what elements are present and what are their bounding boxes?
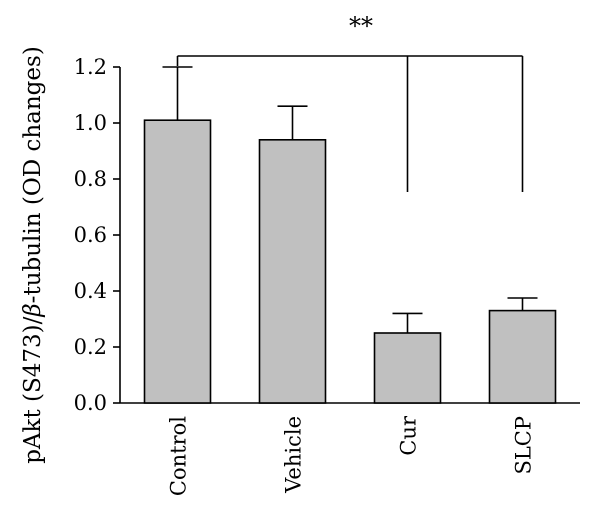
bar [373, 332, 442, 404]
y-axis: 0.0 0.2 0.4 0.6 0.8 1.0 1.2 [74, 55, 121, 415]
y-axis-title-part-1: pAkt (S473)/ [20, 316, 46, 463]
bar [258, 139, 327, 404]
y-tick-label: 1.2 [74, 55, 107, 79]
y-tick-label: 1.0 [74, 111, 107, 135]
y-axis-title: pAkt (S473)/β-tubulin (OD changes) [20, 46, 46, 464]
bar [143, 119, 212, 404]
y-axis-title-part-2: -tubulin (OD changes) [20, 46, 46, 303]
bar [488, 309, 557, 404]
y-axis-title-beta: β [20, 303, 46, 317]
y-tick-label: 0.0 [74, 391, 107, 415]
y-tick-label: 0.2 [74, 335, 107, 359]
significance-label: ** [349, 12, 373, 40]
x-tick-label: Control [167, 416, 191, 496]
significance-bracket: ** [176, 12, 524, 192]
y-tick-label: 0.8 [74, 167, 107, 191]
x-tick-label: Cur [397, 415, 421, 456]
y-tick-label: 0.4 [74, 279, 107, 303]
x-tick-label: SLCP [512, 416, 536, 475]
y-tick-label: 0.6 [74, 223, 107, 247]
x-tick-label: Vehicle [282, 416, 306, 494]
bars [143, 66, 557, 404]
svg-text:pAkt (S473)/β-tubulin (OD chan: pAkt (S473)/β-tubulin (OD changes) [20, 46, 46, 464]
x-axis: Control Vehicle Cur SLCP [120, 402, 580, 496]
